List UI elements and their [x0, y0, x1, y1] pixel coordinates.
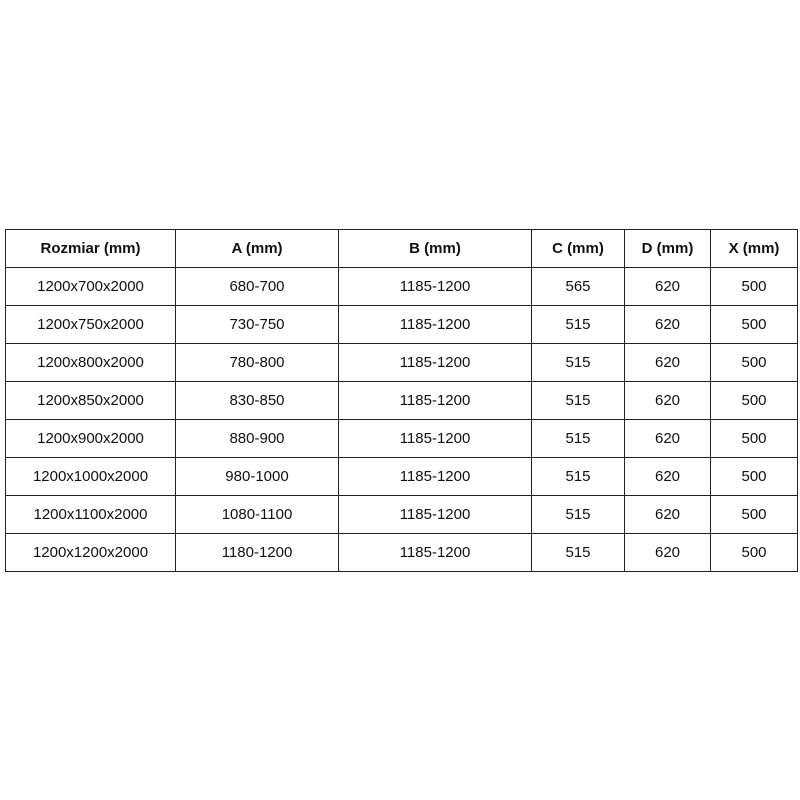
table-cell: 880-900 [175, 419, 339, 458]
table-cell: 1185-1200 [338, 267, 532, 306]
table-cell: 515 [531, 495, 625, 534]
column-header: A (mm) [175, 229, 339, 268]
column-header: D (mm) [624, 229, 711, 268]
table-cell: 620 [624, 419, 711, 458]
table-cell: 1180-1200 [175, 533, 339, 572]
table-cell: 620 [624, 381, 711, 420]
table-cell: 515 [531, 457, 625, 496]
table-cell: 980-1000 [175, 457, 339, 496]
table-cell: 620 [624, 343, 711, 382]
table-cell: 515 [531, 305, 625, 344]
table-cell: 1200x1100x2000 [5, 495, 176, 534]
table-cell: 500 [710, 305, 798, 344]
dimensions-table: Rozmiar (mm) A (mm) B (mm) C (mm) D (mm) X (m… [5, 229, 798, 572]
table-cell: 1185-1200 [338, 381, 532, 420]
table-cell: 830-850 [175, 381, 339, 420]
table-cell: 620 [624, 305, 711, 344]
column-header: X (mm) [710, 229, 798, 268]
table-row: 1200x700x2000 680-700 1185-1200 565 620 500 [5, 267, 798, 306]
table-cell: 515 [531, 343, 625, 382]
table-cell: 1185-1200 [338, 533, 532, 572]
column-header: C (mm) [531, 229, 625, 268]
table-cell: 1185-1200 [338, 457, 532, 496]
table-cell: 515 [531, 381, 625, 420]
table-row: 1200x850x2000 830-850 1185-1200 515 620 500 [5, 381, 798, 420]
table-cell: 1200x900x2000 [5, 419, 176, 458]
table-cell: 620 [624, 267, 711, 306]
table-row: 1200x900x2000 880-900 1185-1200 515 620 500 [5, 419, 798, 458]
table-cell: 500 [710, 495, 798, 534]
table-cell: 1200x1200x2000 [5, 533, 176, 572]
table-cell: 515 [531, 533, 625, 572]
table-cell: 500 [710, 533, 798, 572]
table-cell: 1200x800x2000 [5, 343, 176, 382]
table-cell: 620 [624, 495, 711, 534]
table-row: 1200x1200x2000 1180-1200 1185-1200 515 620 50… [5, 533, 798, 572]
table-cell: 680-700 [175, 267, 339, 306]
table-row: 1200x800x2000 780-800 1185-1200 515 620 500 [5, 343, 798, 382]
table-row: 1200x1100x2000 1080-1100 1185-1200 515 620 50… [5, 495, 798, 534]
header-row: Rozmiar (mm) A (mm) B (mm) C (mm) D (mm) X (m… [5, 229, 798, 268]
table-cell: 500 [710, 267, 798, 306]
table-cell: 1185-1200 [338, 495, 532, 534]
table-cell: 1185-1200 [338, 343, 532, 382]
table-cell: 500 [710, 343, 798, 382]
table-cell: 500 [710, 419, 798, 458]
table-cell: 1080-1100 [175, 495, 339, 534]
table-cell: 565 [531, 267, 625, 306]
table-cell: 730-750 [175, 305, 339, 344]
column-header: Rozmiar (mm) [5, 229, 176, 268]
table-cell: 620 [624, 457, 711, 496]
table-cell: 1185-1200 [338, 419, 532, 458]
table-cell: 780-800 [175, 343, 339, 382]
table-row: 1200x750x2000 730-750 1185-1200 515 620 500 [5, 305, 798, 344]
table-cell: 500 [710, 457, 798, 496]
table-cell: 1200x700x2000 [5, 267, 176, 306]
table-cell: 500 [710, 381, 798, 420]
table-cell: 1200x850x2000 [5, 381, 176, 420]
column-header: B (mm) [338, 229, 532, 268]
table-cell: 1200x1000x2000 [5, 457, 176, 496]
table-cell: 1185-1200 [338, 305, 532, 344]
table-cell: 1200x750x2000 [5, 305, 176, 344]
table-row: 1200x1000x2000 980-1000 1185-1200 515 620 500 [5, 457, 798, 496]
table-cell: 515 [531, 419, 625, 458]
table-cell: 620 [624, 533, 711, 572]
